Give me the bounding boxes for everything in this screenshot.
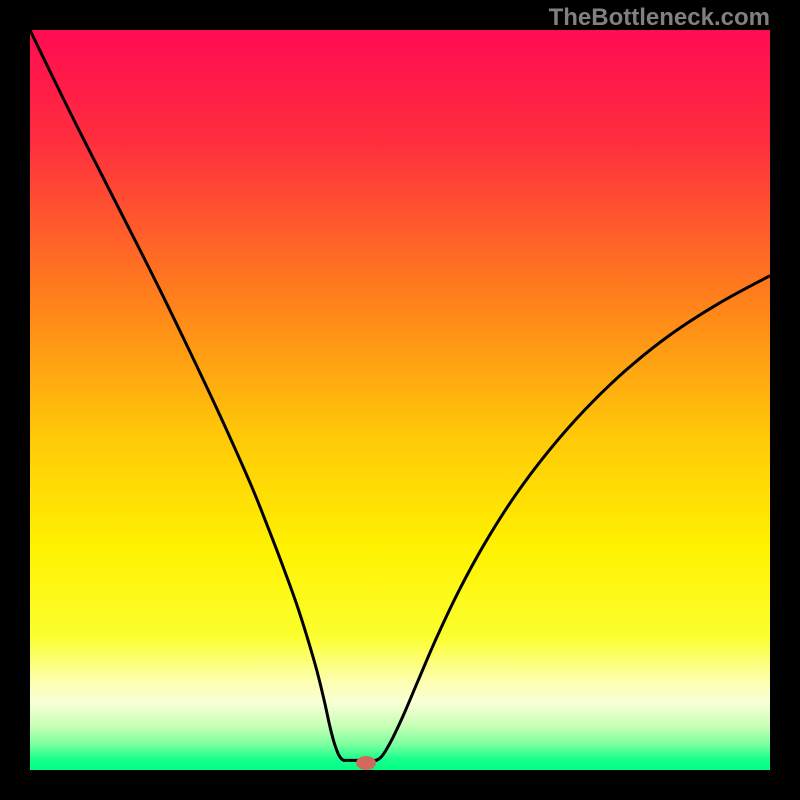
chart-container: TheBottleneck.com bbox=[0, 0, 800, 800]
watermark-text: TheBottleneck.com bbox=[549, 4, 770, 32]
optimal-point-marker bbox=[356, 756, 376, 770]
bottleneck-curve bbox=[30, 30, 770, 770]
curve-path bbox=[30, 30, 770, 760]
plot-area bbox=[30, 30, 770, 770]
